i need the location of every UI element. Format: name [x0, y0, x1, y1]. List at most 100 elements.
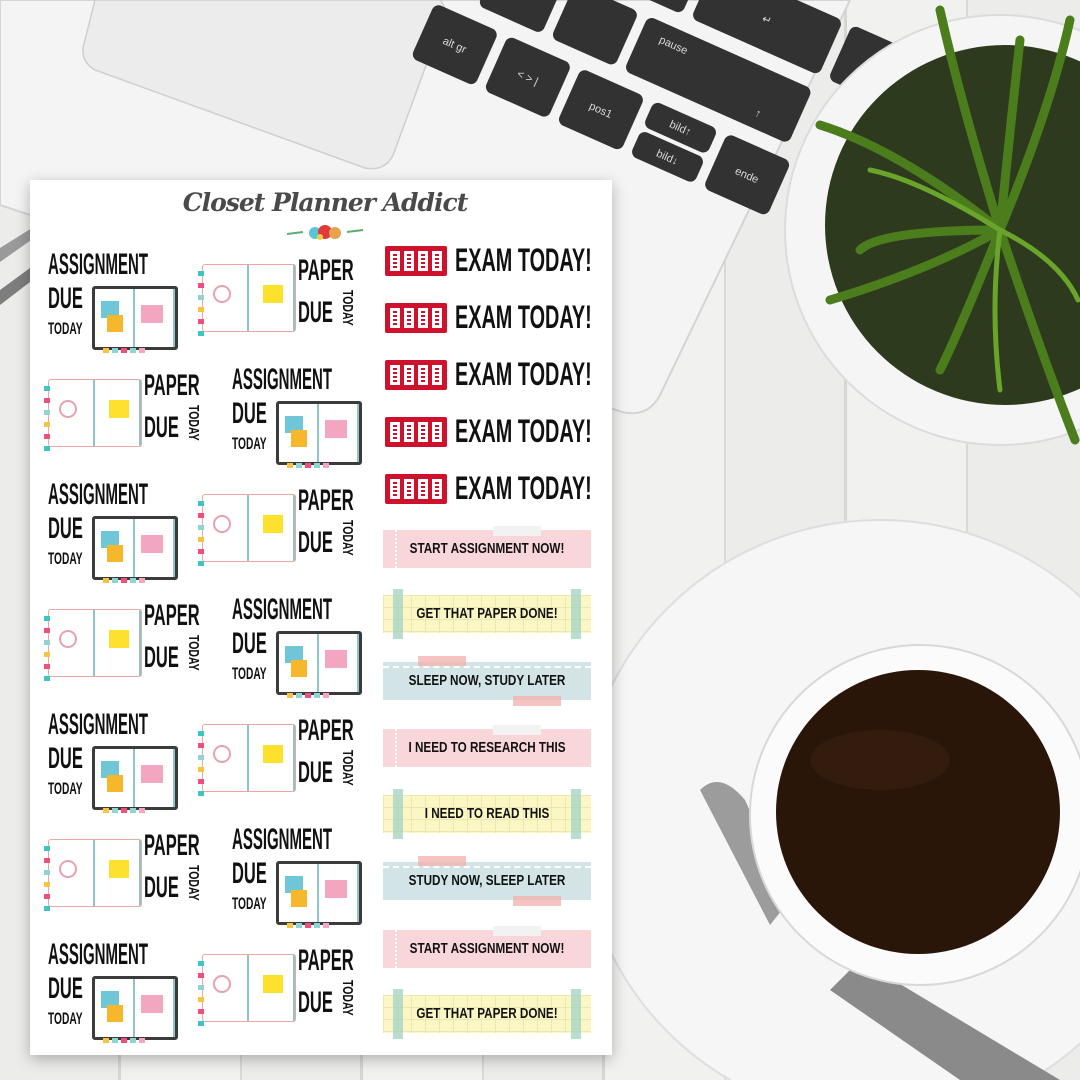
washi-tape [393, 589, 403, 639]
paper-due-today-sticker: PAPER DUE TODAY [44, 365, 208, 470]
sticker-text: DUE [48, 512, 83, 545]
potted-plant [784, 5, 1080, 446]
sticker-text: PAPER [298, 254, 354, 287]
keyboard-key [693, 0, 841, 74]
sticker-text: PAPER [144, 829, 200, 862]
sticker-text: DUE [298, 296, 333, 329]
alarm-clock-display-icon [385, 417, 447, 447]
alarm-clock-display-icon [385, 360, 447, 390]
washi-tape [571, 989, 581, 1039]
paper-due-today-sticker: PAPER DUE TODAY [198, 480, 362, 585]
sticker-text: TODAY [48, 549, 83, 568]
sticker-text: DUE [232, 397, 267, 430]
exam-today-label: EXAM TODAY! [455, 413, 592, 449]
keyboard-key [626, 18, 811, 142]
sticker-text: DUE [48, 282, 83, 315]
sticker-text: DUE [144, 411, 179, 444]
sticker-text: ASSIGNMENT [48, 938, 149, 971]
assignment-due-today-sticker: ASSIGNMENT DUE TODAY [48, 940, 208, 1045]
alarm-clock-display-icon [385, 246, 447, 276]
sticker-text: DUE [144, 871, 179, 904]
assignment-due-today-sticker: ASSIGNMENT DUE TODAY [48, 710, 208, 815]
washi-tape [393, 789, 403, 839]
banner-text: START ASSIGNMENT NOW! [409, 540, 565, 557]
exam-today-label: EXAM TODAY! [455, 299, 592, 335]
banner-text: SLEEP NOW, STUDY LATER [408, 672, 566, 689]
sticker-text: DUE [144, 641, 179, 674]
exam-today-sticker: EXAM TODAY! [385, 299, 595, 339]
sticker-text: DUE [298, 986, 333, 1019]
planner-notebook-icon [92, 286, 178, 353]
sticker-text: DUE [48, 972, 83, 1005]
keyboard-key-label: ↵ [760, 13, 773, 28]
planner-notebook-icon [44, 609, 142, 681]
sticker-text: DUE [298, 526, 333, 559]
sticker-sheet: Closet Planner Addict ASSIGNMENT DUE TODAY… [30, 180, 612, 1055]
sticker-text: PAPER [144, 369, 200, 402]
paper-due-today-sticker: PAPER DUE TODAY [44, 825, 208, 930]
exam-today-sticker: EXAM TODAY! [385, 470, 595, 510]
washi-tape [571, 789, 581, 839]
washi-tape [418, 856, 466, 866]
exam-today-sticker: EXAM TODAY! [385, 242, 595, 282]
exam-today-label: EXAM TODAY! [455, 470, 592, 506]
pen [0, 228, 34, 305]
planner-notebook-icon [276, 401, 362, 468]
banner-text: GET THAT PAPER DONE! [416, 1005, 558, 1022]
banner-text: START ASSIGNMENT NOW! [409, 940, 565, 957]
keyboard-key [645, 102, 716, 153]
planner-notebook-icon [92, 746, 178, 813]
keyboard-key [485, 37, 570, 117]
sticker-text: ASSIGNMENT [232, 593, 333, 626]
assignment-due-today-sticker: ASSIGNMENT DUE TODAY [48, 250, 208, 355]
sticker-text: TODAY [48, 319, 83, 338]
sticker-text: TODAY [232, 894, 267, 913]
reminder-banner-sticker: START ASSIGNMENT NOW! [383, 526, 591, 568]
sticker-text: DUE [232, 627, 267, 660]
keyboard-key [552, 0, 637, 65]
sticker-text: PAPER [298, 484, 354, 517]
sticker-text: PAPER [144, 599, 200, 632]
exam-today-label: EXAM TODAY! [455, 242, 592, 278]
coffee-cup [579, 519, 1080, 1080]
spoon-handle [830, 960, 1060, 1080]
sticker-text: TODAY [232, 664, 267, 683]
planner-notebook-icon [44, 839, 142, 911]
keyboard-key-label: ↑ [753, 107, 763, 120]
sticker-text: PAPER [298, 944, 354, 977]
sticker-text: DUE [298, 756, 333, 789]
washi-tape [393, 989, 403, 1039]
assignment-due-today-sticker: ASSIGNMENT DUE TODAY [48, 480, 208, 585]
assignment-due-today-sticker: ASSIGNMENT DUE TODAY [232, 365, 392, 470]
washi-tape [493, 725, 541, 735]
washi-tape [513, 896, 561, 906]
banner-text: I NEED TO RESEARCH THIS [408, 739, 566, 756]
paper-due-today-sticker: PAPER DUE TODAY [44, 595, 208, 700]
sticker-text: DUE [48, 742, 83, 775]
reminder-banner-sticker: STUDY NOW, SLEEP LATER [383, 856, 591, 906]
alarm-clock-display-icon [385, 303, 447, 333]
alarm-clock-display-icon [385, 474, 447, 504]
planner-notebook-icon [276, 631, 362, 698]
paper-due-today-sticker: PAPER DUE TODAY [198, 940, 362, 1045]
brand-logo: Closet Planner Addict [182, 188, 469, 217]
banner-text: I NEED TO READ THIS [424, 805, 550, 822]
sticker-text: PAPER [298, 714, 354, 747]
keyboard-key [632, 132, 703, 182]
planner-notebook-icon [44, 379, 142, 451]
sticker-text: TODAY [48, 779, 83, 798]
reminder-banner-sticker: I NEED TO READ THIS [383, 789, 591, 839]
exam-today-sticker: EXAM TODAY! [385, 413, 595, 453]
sticker-text: ASSIGNMENT [232, 363, 333, 396]
banner-text: STUDY NOW, SLEEP LATER [408, 872, 566, 889]
sticker-text: ASSIGNMENT [48, 478, 149, 511]
planner-notebook-icon [198, 264, 296, 336]
sticker-text: ASSIGNMENT [232, 823, 333, 856]
assignment-due-today-sticker: ASSIGNMENT DUE TODAY [232, 825, 392, 930]
washi-tape [493, 526, 541, 536]
sticker-text: DUE [232, 857, 267, 890]
keyboard-key [559, 70, 643, 150]
sticker-text: TODAY [185, 405, 202, 441]
sticker-text: TODAY [339, 980, 356, 1016]
